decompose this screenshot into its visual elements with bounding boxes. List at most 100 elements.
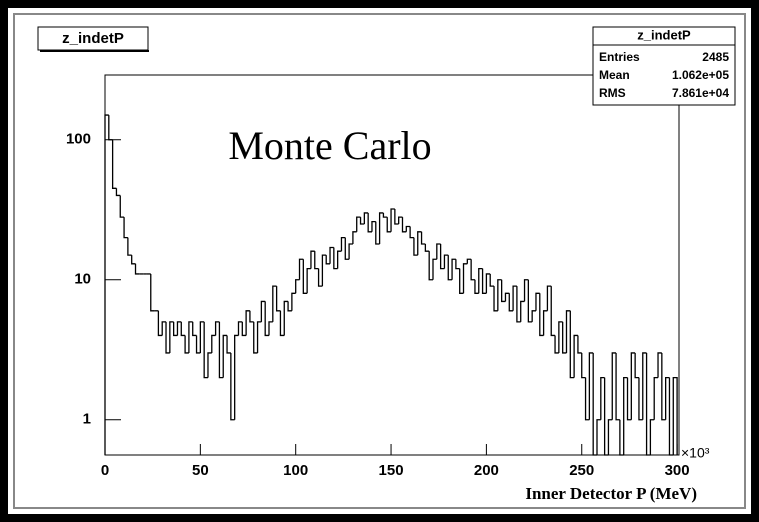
histogram-bin bbox=[390, 208, 395, 232]
histogram-bin bbox=[378, 212, 384, 245]
histogram-bin bbox=[413, 237, 418, 256]
histogram-bin bbox=[451, 258, 456, 280]
histogram-bin bbox=[504, 292, 510, 302]
y-tick-label: 1 bbox=[83, 411, 91, 428]
histogram-bin bbox=[260, 300, 266, 322]
histogram-bin bbox=[459, 268, 464, 294]
histogram-bin bbox=[562, 321, 567, 354]
histogram-bin bbox=[630, 352, 636, 420]
histogram-bin bbox=[455, 259, 460, 270]
histogram-bin bbox=[546, 285, 552, 311]
histogram-bin bbox=[203, 321, 208, 379]
histogram-bin bbox=[127, 237, 132, 256]
histogram-bin bbox=[596, 419, 601, 455]
histogram-bin bbox=[481, 268, 487, 294]
y-tick-label: 100 bbox=[66, 131, 91, 148]
histogram-bin bbox=[439, 244, 445, 270]
histogram-bin bbox=[668, 377, 674, 456]
histogram-bin bbox=[359, 217, 365, 225]
histogram-bin bbox=[253, 321, 258, 354]
histogram-bin bbox=[516, 286, 521, 323]
histogram-bin bbox=[417, 231, 422, 256]
histogram-bin bbox=[558, 321, 563, 353]
histogram-bin bbox=[340, 236, 346, 252]
histogram-bin bbox=[275, 286, 281, 312]
histogram-bin bbox=[333, 247, 338, 270]
histogram-bin bbox=[634, 352, 639, 379]
histogram-bin bbox=[489, 273, 495, 287]
x-tick-label: 150 bbox=[379, 462, 404, 479]
stats-value: 7.861e+04 bbox=[672, 86, 729, 100]
histogram-bin bbox=[474, 279, 479, 294]
histogram-bin bbox=[653, 376, 659, 420]
histogram-bin bbox=[478, 268, 483, 294]
histogram-bin bbox=[188, 321, 193, 353]
histogram-bin bbox=[111, 139, 117, 189]
histogram-bin bbox=[436, 243, 441, 260]
histogram-bin bbox=[222, 334, 228, 378]
histogram-bin bbox=[317, 268, 323, 287]
histogram-bin bbox=[310, 250, 315, 269]
histogram-bin bbox=[279, 310, 285, 337]
histogram-bin bbox=[268, 321, 273, 336]
histogram-bin bbox=[298, 258, 304, 280]
histogram-bin bbox=[508, 293, 514, 312]
histogram-bin bbox=[565, 310, 571, 353]
x-tick-label: 200 bbox=[474, 462, 499, 479]
histogram-bin bbox=[493, 286, 498, 312]
histogram-bin bbox=[287, 301, 292, 312]
histogram-bin bbox=[329, 246, 334, 264]
histogram-bin bbox=[131, 255, 136, 265]
x-tick-label: 250 bbox=[569, 462, 594, 479]
histogram-bin bbox=[501, 279, 506, 303]
histogram-bin bbox=[523, 279, 529, 302]
histogram-bin bbox=[588, 352, 594, 420]
stats-label: Entries bbox=[599, 50, 640, 64]
histogram-bin bbox=[665, 376, 670, 420]
histogram-bin bbox=[306, 268, 311, 294]
histogram-bin bbox=[592, 352, 597, 456]
histogram-bin bbox=[611, 352, 617, 420]
histogram-bin bbox=[535, 292, 540, 311]
stats-value: 1.062e+05 bbox=[672, 68, 729, 82]
histogram-bin bbox=[176, 321, 182, 336]
histogram-bin bbox=[115, 188, 121, 197]
histogram-bin bbox=[584, 377, 590, 421]
histogram-bin bbox=[150, 273, 155, 312]
histogram-bin bbox=[619, 419, 624, 456]
x-axis-label: Inner Detector P (MeV) bbox=[525, 484, 697, 503]
histogram-bin bbox=[424, 244, 430, 252]
histogram-bin bbox=[405, 225, 411, 232]
histogram-bin bbox=[542, 310, 548, 336]
histogram-bin bbox=[375, 221, 380, 245]
histogram-bin bbox=[211, 334, 216, 353]
x-tick-label: 50 bbox=[192, 462, 209, 479]
histogram-bin bbox=[321, 254, 327, 287]
histogram-bin bbox=[119, 195, 125, 218]
y-tick-label: 10 bbox=[74, 271, 91, 288]
histogram-bin bbox=[256, 321, 262, 353]
histogram-bin bbox=[348, 243, 353, 260]
histogram-bin bbox=[577, 335, 582, 354]
histogram-bin bbox=[638, 377, 643, 421]
histogram-bin bbox=[241, 321, 247, 337]
histogram-bin bbox=[657, 352, 662, 378]
histogram-bin bbox=[283, 300, 289, 336]
histogram-bin bbox=[554, 335, 559, 354]
histogram-bin bbox=[180, 321, 186, 337]
histogram-bin bbox=[626, 377, 632, 421]
histogram-bin bbox=[295, 279, 300, 294]
histogram-bin bbox=[344, 237, 350, 260]
histogram-bin bbox=[104, 114, 109, 455]
histogram-bin bbox=[123, 217, 128, 239]
histogram-bin bbox=[573, 334, 578, 378]
histogram-bin bbox=[470, 259, 475, 281]
histogram-bin bbox=[642, 352, 647, 420]
histogram-bin bbox=[672, 376, 678, 455]
stats-title: z_indetP bbox=[637, 27, 691, 42]
histogram-bin bbox=[367, 212, 372, 233]
histogram-bin bbox=[195, 335, 201, 354]
histogram-bin bbox=[302, 259, 308, 294]
histogram-bin bbox=[291, 292, 296, 311]
